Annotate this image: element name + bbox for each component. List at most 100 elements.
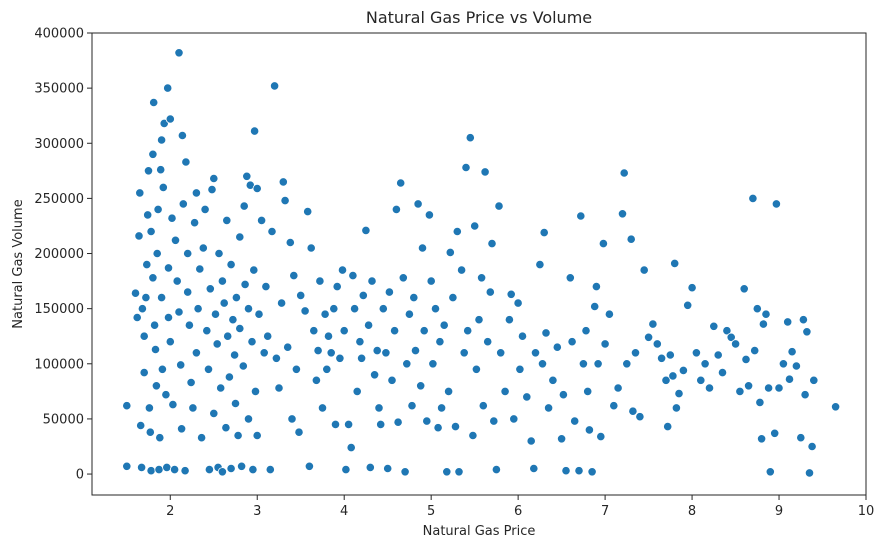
data-point bbox=[596, 431, 606, 442]
data-point bbox=[309, 326, 319, 336]
data-point bbox=[426, 276, 436, 286]
data-point bbox=[530, 348, 541, 358]
data-point bbox=[515, 364, 525, 374]
data-point bbox=[381, 348, 391, 358]
x-tick-label: 10 bbox=[858, 504, 875, 519]
data-point bbox=[181, 157, 191, 167]
data-point bbox=[541, 328, 551, 338]
data-point bbox=[122, 401, 132, 411]
data-point bbox=[378, 304, 388, 314]
data-point bbox=[372, 345, 382, 356]
data-point bbox=[522, 392, 532, 402]
data-point bbox=[700, 359, 710, 369]
data-point bbox=[468, 430, 478, 441]
data-point bbox=[748, 193, 758, 203]
data-point bbox=[144, 403, 154, 413]
data-point bbox=[416, 381, 426, 391]
y-tick-label: 200000 bbox=[34, 247, 84, 262]
data-point bbox=[778, 359, 789, 369]
data-point bbox=[180, 466, 190, 476]
data-point bbox=[178, 199, 188, 209]
data-point bbox=[807, 441, 817, 452]
data-point bbox=[191, 188, 201, 198]
data-point bbox=[496, 348, 506, 358]
data-point bbox=[134, 231, 144, 241]
data-point bbox=[217, 467, 227, 477]
data-point bbox=[433, 423, 443, 433]
data-point bbox=[165, 114, 175, 124]
data-point bbox=[202, 326, 212, 336]
data-point bbox=[143, 210, 153, 220]
data-point bbox=[137, 304, 147, 314]
data-point bbox=[209, 408, 219, 418]
data-point bbox=[210, 309, 221, 319]
data-point bbox=[226, 259, 236, 270]
data-point bbox=[250, 126, 260, 136]
y-tick-label: 300000 bbox=[34, 137, 84, 152]
data-point bbox=[635, 412, 645, 422]
data-point bbox=[271, 353, 281, 363]
data-point bbox=[224, 372, 234, 382]
data-point bbox=[167, 213, 177, 223]
data-point bbox=[248, 464, 258, 475]
data-point bbox=[355, 337, 365, 347]
data-point bbox=[365, 462, 375, 472]
data-point bbox=[130, 288, 141, 298]
data-point bbox=[765, 467, 775, 477]
data-point bbox=[315, 276, 325, 286]
data-point bbox=[617, 209, 628, 219]
data-point bbox=[398, 273, 408, 283]
data-point bbox=[163, 312, 174, 323]
data-point bbox=[311, 375, 321, 385]
data-point bbox=[203, 364, 214, 374]
data-point bbox=[709, 321, 719, 331]
data-point bbox=[132, 312, 142, 323]
data-point bbox=[165, 337, 175, 347]
data-point bbox=[428, 359, 438, 369]
data-point bbox=[661, 375, 671, 385]
data-point bbox=[143, 166, 154, 176]
data-point bbox=[228, 315, 238, 325]
data-point bbox=[683, 300, 693, 310]
data-point bbox=[363, 320, 374, 330]
data-point bbox=[219, 298, 229, 308]
data-point bbox=[443, 386, 454, 396]
data-point bbox=[500, 386, 510, 396]
x-axis-ticks: 2 3 4 5 6 7 8 9 10 bbox=[166, 495, 874, 519]
data-point bbox=[770, 428, 780, 438]
data-point bbox=[174, 307, 184, 317]
data-point bbox=[628, 406, 638, 416]
data-point bbox=[313, 345, 323, 356]
data-point bbox=[445, 247, 455, 257]
data-point bbox=[691, 348, 702, 358]
data-point bbox=[404, 309, 414, 319]
data-point bbox=[783, 317, 793, 327]
data-point bbox=[726, 332, 736, 342]
data-point bbox=[791, 361, 802, 371]
data-point bbox=[152, 248, 162, 259]
data-point bbox=[183, 287, 193, 297]
data-point bbox=[209, 173, 219, 184]
data-point bbox=[774, 383, 784, 393]
data-point bbox=[136, 420, 146, 431]
data-point bbox=[148, 149, 158, 159]
x-tick-label: 8 bbox=[688, 504, 696, 519]
data-point bbox=[252, 183, 262, 194]
data-point bbox=[304, 461, 314, 471]
data-point bbox=[570, 416, 580, 426]
data-point bbox=[235, 232, 245, 242]
data-point bbox=[157, 135, 167, 145]
data-point bbox=[242, 171, 252, 181]
data-point bbox=[454, 467, 464, 477]
data-point bbox=[183, 248, 193, 259]
data-point bbox=[374, 403, 384, 413]
data-point bbox=[204, 464, 214, 475]
data-point bbox=[567, 337, 577, 347]
data-point bbox=[349, 304, 360, 314]
data-point bbox=[529, 463, 539, 474]
data-point bbox=[713, 350, 723, 360]
data-point bbox=[543, 403, 554, 413]
data-point bbox=[509, 414, 519, 424]
data-point bbox=[763, 383, 774, 393]
data-point bbox=[400, 467, 410, 477]
